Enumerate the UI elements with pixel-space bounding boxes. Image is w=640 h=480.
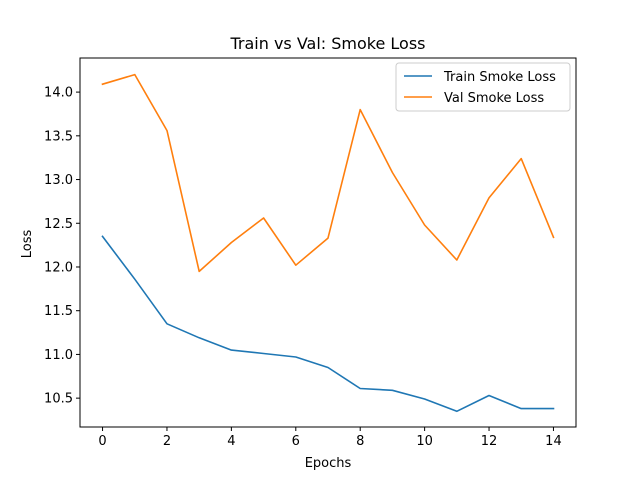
y-tick-label: 11.0 — [44, 348, 73, 363]
plot-frame — [79, 57, 577, 428]
y-tick-label: 10.5 — [44, 392, 73, 407]
series-line-train-smoke-loss — [101, 235, 555, 413]
x-tick-label: 6 — [292, 434, 300, 449]
x-tick-label: 0 — [98, 434, 106, 449]
series-line-val-smoke-loss — [101, 73, 555, 273]
y-tick-label: 12.0 — [44, 260, 73, 275]
legend: Train Smoke Loss Val Smoke Loss — [395, 62, 571, 112]
y-tick-label: 12.5 — [44, 217, 73, 232]
x-axis-ticks: 0 2 4 6 8 10 12 14 — [98, 427, 562, 449]
x-tick-label: 8 — [356, 434, 364, 449]
legend-box — [395, 62, 571, 112]
y-axis-label: Loss — [20, 230, 35, 259]
x-tick-label: 10 — [416, 434, 433, 449]
legend-label-val-smoke-loss: Val Smoke Loss — [444, 91, 544, 106]
series-lines — [101, 73, 555, 413]
y-axis-ticks: 10.5 11.0 11.5 12.0 12.5 13.0 13.5 14.0 — [44, 86, 80, 407]
x-tick-label: 14 — [545, 434, 562, 449]
legend-label-train-smoke-loss: Train Smoke Loss — [443, 70, 556, 85]
y-tick-label: 13.5 — [44, 129, 73, 144]
y-tick-label: 11.5 — [44, 304, 73, 319]
chart-title: Train vs Val: Smoke Loss — [229, 34, 425, 53]
x-tick-label: 2 — [163, 434, 171, 449]
x-axis-label: Epochs — [305, 456, 352, 471]
x-tick-label: 4 — [227, 434, 235, 449]
y-tick-label: 13.0 — [44, 173, 73, 188]
x-tick-label: 12 — [481, 434, 498, 449]
y-tick-label: 14.0 — [44, 86, 73, 101]
